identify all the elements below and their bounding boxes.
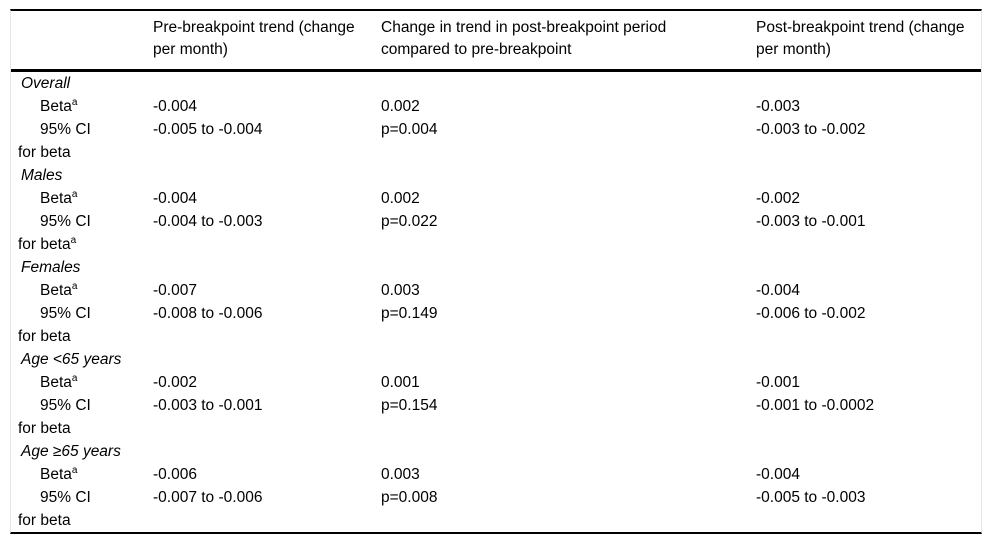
pre-trend-value: -0.002 bbox=[153, 374, 197, 391]
beta-label: Beta bbox=[40, 190, 72, 207]
beta-row: Betaa -0.004 0.002 -0.003 bbox=[11, 95, 981, 118]
change-trend-pvalue: p=0.008 bbox=[381, 489, 438, 506]
row-label: 95% CI for beta bbox=[11, 394, 153, 440]
footnote-marker: a bbox=[71, 96, 78, 108]
row-label: 95% CI for beta bbox=[11, 118, 153, 164]
ci-row: 95% CI for beta -0.003 to -0.001 p=0.154… bbox=[11, 394, 981, 440]
row-label: Betaa bbox=[11, 371, 153, 394]
post-trend-ci: -0.006 to -0.002 bbox=[756, 305, 866, 322]
ci-label-text: for beta bbox=[18, 144, 71, 161]
ci-label-text: for beta bbox=[18, 512, 71, 529]
footnote-marker: a bbox=[71, 188, 78, 200]
ci-label-line2: for beta bbox=[11, 417, 153, 440]
row-label: Betaa bbox=[11, 279, 153, 302]
section-females: Females Betaa -0.007 0.003 -0.004 95% CI… bbox=[11, 256, 981, 348]
ci-label-text: for beta bbox=[18, 328, 71, 345]
beta-label: Beta bbox=[40, 374, 72, 391]
footnote-marker: a bbox=[71, 464, 78, 476]
post-trend-ci: -0.003 to -0.001 bbox=[756, 213, 866, 230]
ci-row: 95% CI for betaa -0.004 to -0.003 p=0.02… bbox=[11, 210, 981, 256]
pre-trend-ci: -0.003 to -0.001 bbox=[153, 397, 263, 414]
ci-row: 95% CI for beta -0.007 to -0.006 p=0.008… bbox=[11, 486, 981, 532]
group-label: Females bbox=[21, 259, 81, 276]
beta-label: Beta bbox=[40, 98, 72, 115]
table-body: Overall Betaa -0.004 0.002 -0.003 95% CI… bbox=[11, 72, 981, 532]
row-label: Betaa bbox=[11, 463, 153, 486]
change-trend-value: 0.002 bbox=[381, 190, 420, 207]
ci-label-text: for beta bbox=[18, 420, 71, 437]
ci-label-line2: for beta bbox=[11, 141, 153, 164]
pre-trend-value: -0.004 bbox=[153, 98, 197, 115]
pre-trend-ci: -0.007 to -0.006 bbox=[153, 489, 263, 506]
row-label: 95% CI for beta bbox=[11, 486, 153, 532]
section-age-65-and-over: Age ≥65 years Betaa -0.006 0.003 -0.004 … bbox=[11, 440, 981, 532]
change-trend-pvalue: p=0.004 bbox=[381, 121, 438, 138]
beta-row: Betaa -0.006 0.003 -0.004 bbox=[11, 463, 981, 486]
post-trend-value: -0.004 bbox=[756, 466, 800, 483]
ci-label-line1: 95% CI bbox=[40, 305, 91, 322]
post-trend-value: -0.002 bbox=[756, 190, 800, 207]
ci-label-text: for beta bbox=[18, 236, 71, 253]
pre-trend-ci: -0.005 to -0.004 bbox=[153, 121, 263, 138]
section-males: Males Betaa -0.004 0.002 -0.002 95% CI f… bbox=[11, 164, 981, 256]
ci-row: 95% CI for beta -0.005 to -0.004 p=0.004… bbox=[11, 118, 981, 164]
row-label: 95% CI for betaa bbox=[11, 210, 153, 256]
header-spacer bbox=[11, 17, 153, 69]
post-trend-value: -0.001 bbox=[756, 374, 800, 391]
row-label: 95% CI for beta bbox=[11, 302, 153, 348]
footnote-marker: a bbox=[71, 280, 78, 292]
footnote-marker: a bbox=[71, 372, 78, 384]
ci-label-line1: 95% CI bbox=[40, 397, 91, 414]
pre-trend-ci: -0.004 to -0.003 bbox=[153, 213, 263, 230]
row-label: Betaa bbox=[11, 95, 153, 118]
change-trend-pvalue: p=0.149 bbox=[381, 305, 438, 322]
ci-label-line2: for beta bbox=[11, 509, 153, 532]
table-header-row: Pre-breakpoint trend (change per month) … bbox=[11, 11, 981, 72]
ci-label-line2: for betaa bbox=[11, 233, 153, 256]
group-label: Age ≥65 years bbox=[21, 443, 121, 460]
post-trend-value: -0.004 bbox=[756, 282, 800, 299]
beta-label: Beta bbox=[40, 466, 72, 483]
beta-row: Betaa -0.007 0.003 -0.004 bbox=[11, 279, 981, 302]
section-age-under-65: Age <65 years Betaa -0.002 0.001 -0.001 … bbox=[11, 348, 981, 440]
ci-label-line1: 95% CI bbox=[40, 489, 91, 506]
ci-row: 95% CI for beta -0.008 to -0.006 p=0.149… bbox=[11, 302, 981, 348]
pre-trend-value: -0.004 bbox=[153, 190, 197, 207]
group-label: Males bbox=[21, 167, 63, 184]
pre-trend-ci: -0.008 to -0.006 bbox=[153, 305, 263, 322]
beta-row: Betaa -0.002 0.001 -0.001 bbox=[11, 371, 981, 394]
col-header-pre-breakpoint-trend: Pre-breakpoint trend (change per month) bbox=[153, 19, 355, 58]
ci-label-line2: for beta bbox=[11, 325, 153, 348]
change-trend-value: 0.003 bbox=[381, 466, 420, 483]
ci-label-line1: 95% CI bbox=[40, 213, 91, 230]
row-label: Betaa bbox=[11, 187, 153, 210]
ci-label-line1: 95% CI bbox=[40, 121, 91, 138]
post-trend-ci: -0.003 to -0.002 bbox=[756, 121, 866, 138]
post-trend-ci: -0.001 to -0.0002 bbox=[756, 397, 875, 414]
results-table: Pre-breakpoint trend (change per month) … bbox=[10, 9, 982, 534]
col-header-post-breakpoint-trend: Post-breakpoint trend (change per month) bbox=[756, 19, 965, 58]
change-trend-pvalue: p=0.022 bbox=[381, 213, 438, 230]
beta-row: Betaa -0.004 0.002 -0.002 bbox=[11, 187, 981, 210]
pre-trend-value: -0.006 bbox=[153, 466, 197, 483]
beta-label: Beta bbox=[40, 282, 72, 299]
section-overall: Overall Betaa -0.004 0.002 -0.003 95% CI… bbox=[11, 72, 981, 164]
pre-trend-value: -0.007 bbox=[153, 282, 197, 299]
change-trend-value: 0.003 bbox=[381, 282, 420, 299]
group-label: Overall bbox=[21, 75, 71, 92]
change-trend-pvalue: p=0.154 bbox=[381, 397, 438, 414]
post-trend-ci: -0.005 to -0.003 bbox=[756, 489, 866, 506]
post-trend-value: -0.003 bbox=[756, 98, 800, 115]
col-header-change-in-trend: Change in trend in post-breakpoint perio… bbox=[381, 19, 667, 58]
change-trend-value: 0.002 bbox=[381, 98, 420, 115]
footnote-marker: a bbox=[70, 234, 77, 246]
change-trend-value: 0.001 bbox=[381, 374, 420, 391]
group-label: Age <65 years bbox=[21, 351, 122, 368]
